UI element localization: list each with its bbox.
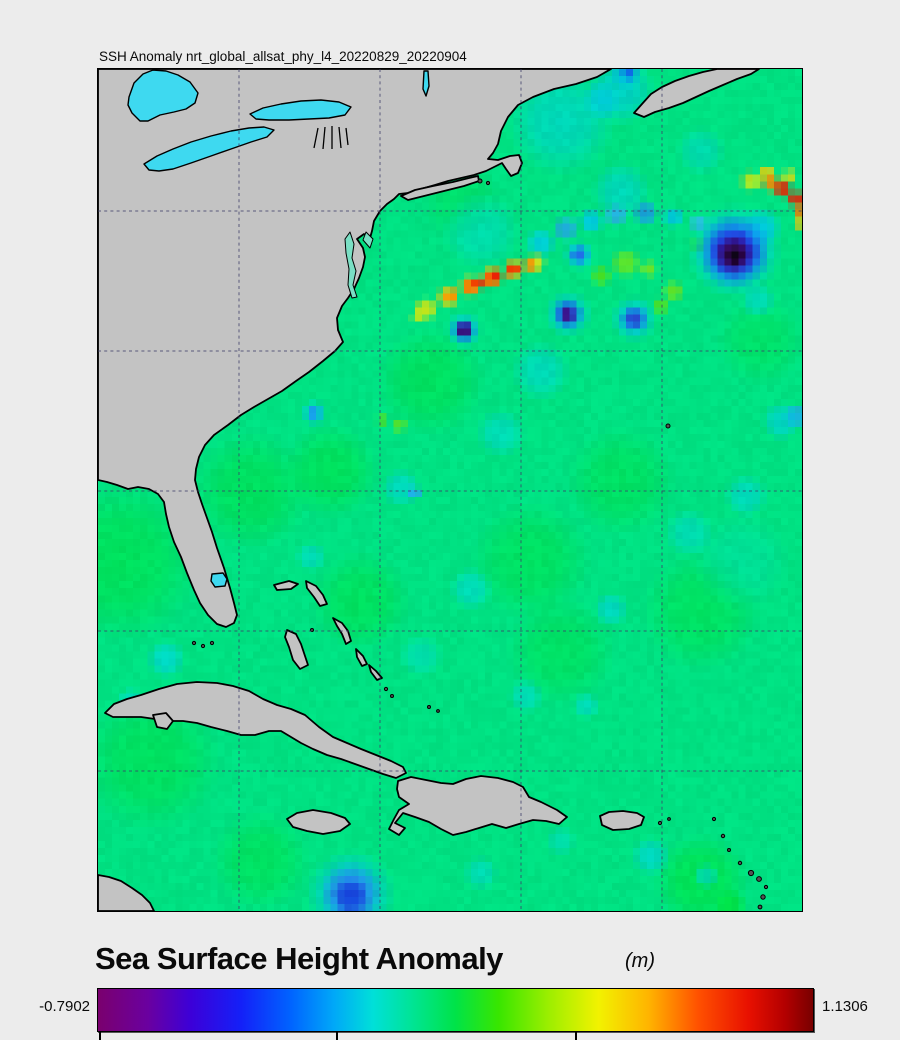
north-america-mainland <box>98 69 612 628</box>
lake-erie <box>143 126 275 172</box>
finger-lake <box>322 126 326 150</box>
lake-okeechobee <box>210 572 228 588</box>
small-island <box>383 686 389 692</box>
small-island <box>667 817 671 821</box>
yucatan-corner <box>98 874 155 911</box>
ssh-anomaly-map <box>97 68 803 912</box>
small-island <box>711 816 717 822</box>
cat-island <box>355 648 368 667</box>
small-island <box>727 848 731 852</box>
plot-title: SSH Anomaly nrt_global_allsat_phy_l4_202… <box>99 49 467 64</box>
isla-juventud <box>152 712 174 730</box>
chesapeake-bay <box>344 231 358 299</box>
delaware-bay <box>362 231 374 249</box>
cuba <box>104 681 407 779</box>
colorbar-max-label: 1.1306 <box>822 998 868 1015</box>
coastline-grid-overlay <box>98 69 802 911</box>
small-island <box>760 894 766 900</box>
nova-scotia <box>633 69 760 118</box>
small-island <box>737 860 743 866</box>
colorbar-title: Sea Surface Height Anomaly <box>95 941 503 976</box>
long-island <box>400 175 480 201</box>
small-island <box>720 833 726 839</box>
small-island <box>436 709 440 713</box>
finger-lake <box>345 127 349 146</box>
small-island <box>200 643 206 649</box>
colorbar-tick <box>575 1031 577 1040</box>
small-island <box>756 876 762 882</box>
puerto-rico <box>599 810 645 831</box>
colorbar-tick <box>336 1031 338 1040</box>
small-island <box>757 904 763 910</box>
small-island <box>747 869 755 877</box>
small-island <box>477 178 483 184</box>
small-island <box>657 820 663 826</box>
jamaica <box>286 809 351 835</box>
grand-bahama <box>273 580 299 591</box>
finger-lake <box>338 126 342 149</box>
colorbar-tick <box>99 1031 101 1040</box>
small-island <box>485 180 491 186</box>
lake-huron-georgian-bay <box>127 69 199 122</box>
lake-champlain <box>422 70 430 97</box>
colorbar-gradient <box>97 988 814 1032</box>
colorbar-min-label: -0.7902 <box>39 998 90 1015</box>
abaco <box>305 580 328 607</box>
small-island <box>191 640 197 646</box>
hispaniola <box>388 775 568 836</box>
andros <box>284 629 309 670</box>
colorbar-units: (m) <box>625 950 655 972</box>
small-island <box>209 640 215 646</box>
small-island <box>665 423 671 429</box>
small-island <box>427 705 431 709</box>
small-island <box>390 694 394 698</box>
lake-ontario <box>249 99 352 121</box>
small-island <box>763 884 769 890</box>
finger-lake <box>313 127 319 149</box>
